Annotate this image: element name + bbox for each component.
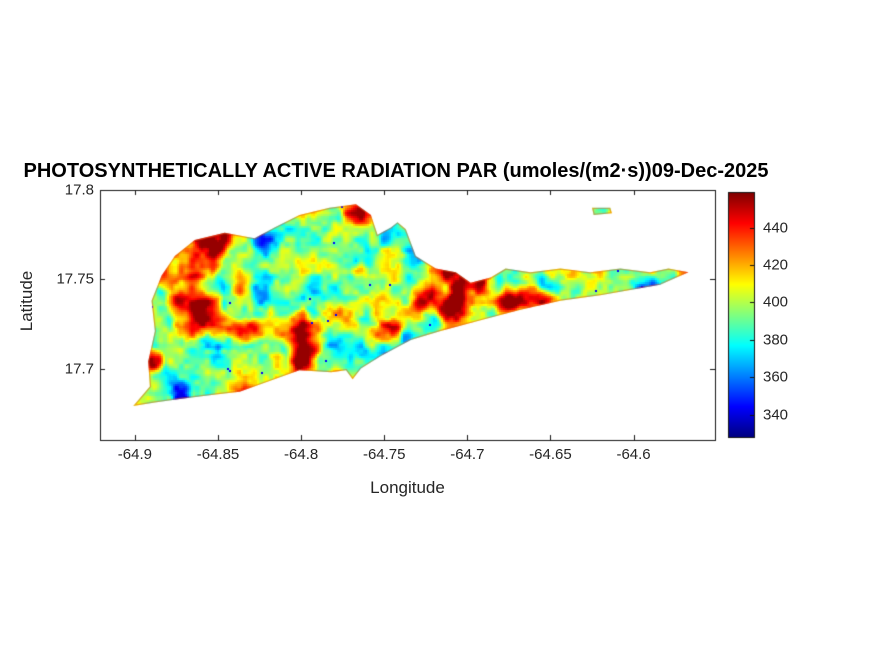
x-tick-label: -64.8	[284, 446, 319, 463]
chart-title: PHOTOSYNTHETICALLY ACTIVE RADIATION PAR …	[23, 160, 769, 182]
x-tick-label: -64.7	[450, 446, 485, 463]
colorbar-tick-label: 400	[763, 293, 789, 311]
x-tick-label: -64.75	[362, 446, 406, 463]
x-axis-label: Longitude	[370, 478, 445, 497]
y-tick-label: 17.7	[64, 360, 94, 378]
colorbar-tick-label: 340	[763, 406, 789, 424]
x-tick-label: -64.65	[529, 446, 572, 463]
y-tick-label: 17.75	[56, 270, 94, 288]
x-tick-label: -64.85	[196, 446, 240, 463]
y-tick-label: 17.8	[64, 181, 94, 199]
colorbar-tick-label: 380	[763, 331, 789, 349]
x-tick-label: -64.9	[117, 446, 152, 463]
colorbar-tick-label: 440	[763, 219, 789, 237]
colorbar-tick-label: 420	[763, 256, 789, 274]
colorbar-tick-label: 360	[763, 368, 789, 386]
y-axis-label: Latitude	[17, 270, 36, 332]
x-tick-label: -64.6	[616, 446, 651, 463]
